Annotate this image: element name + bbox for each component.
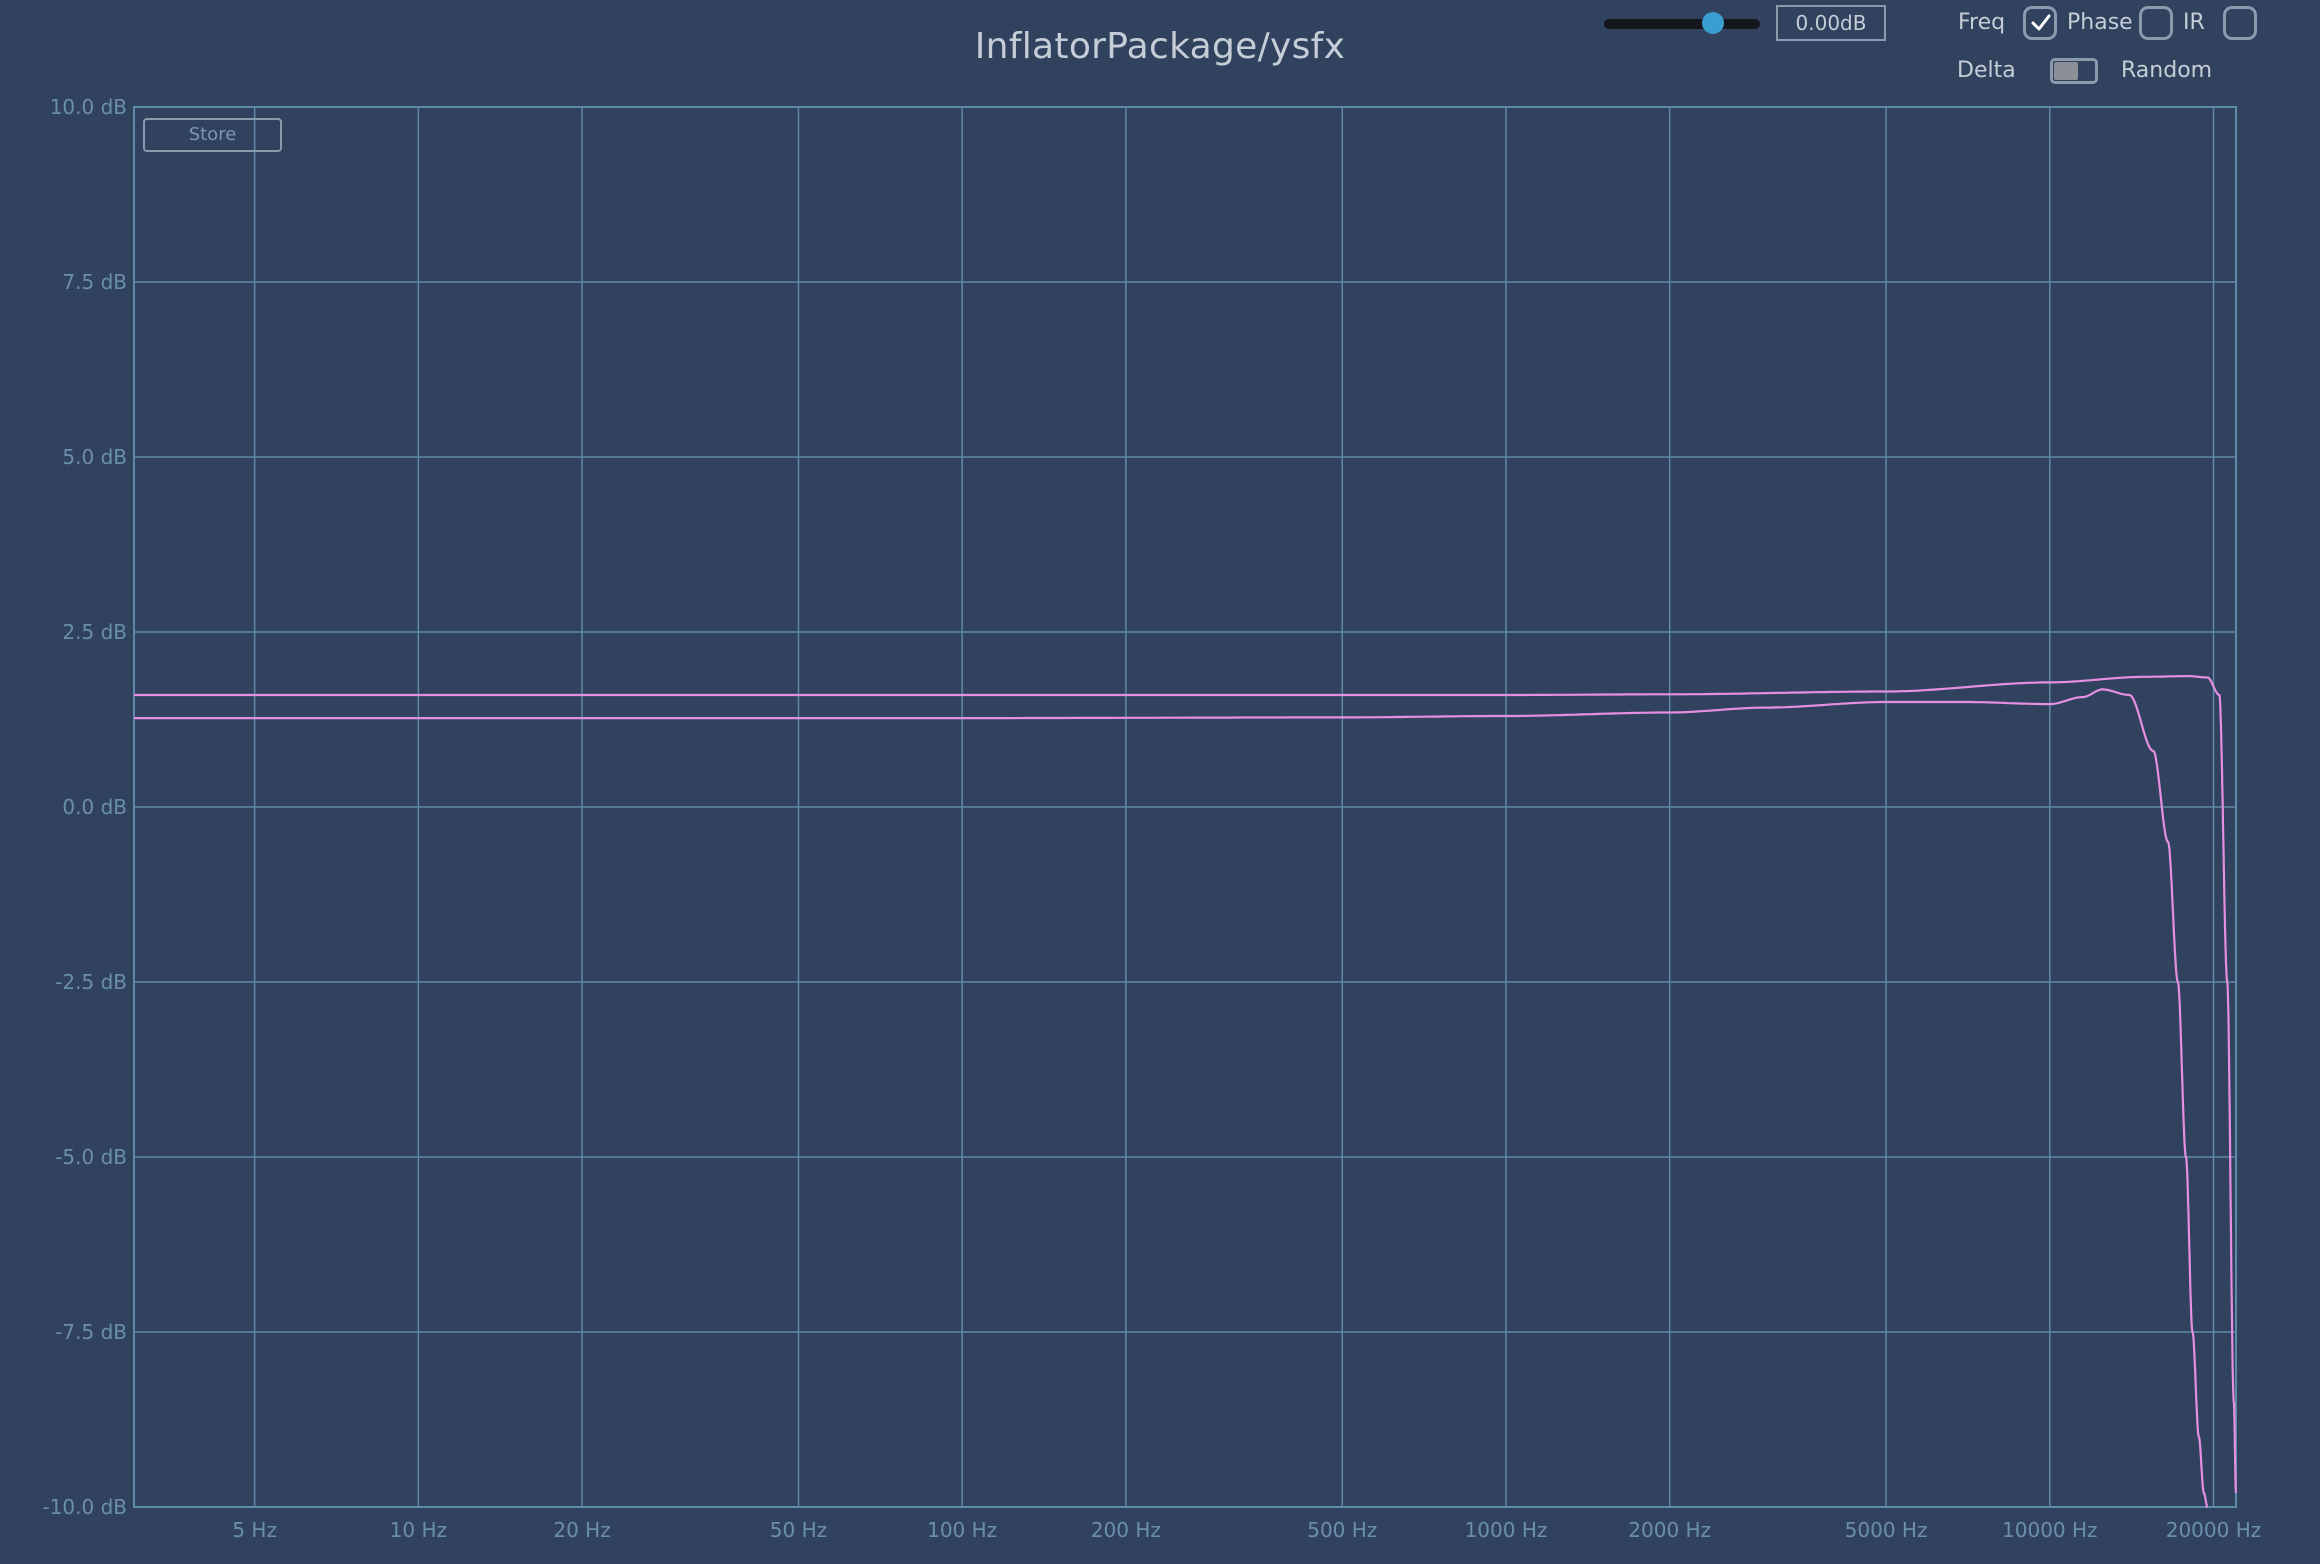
y-tick-label: 5.0 dB (62, 445, 127, 469)
x-tick-label: 20000 Hz (2166, 1518, 2262, 1542)
y-tick-label: 2.5 dB (62, 620, 127, 644)
y-tick-label: -2.5 dB (55, 970, 127, 994)
delta-label: Delta (1957, 58, 2016, 83)
x-tick-label: 100 Hz (927, 1518, 997, 1542)
x-tick-label: 5000 Hz (1845, 1518, 1928, 1542)
x-tick-label: 5 Hz (232, 1518, 277, 1542)
plugin-title: InflatorPackage/ysfx (974, 26, 1346, 67)
x-tick-label: 200 Hz (1091, 1518, 1161, 1542)
x-tick-label: 10000 Hz (2002, 1518, 2098, 1542)
x-tick-label: 500 Hz (1307, 1518, 1377, 1542)
phase-label: Phase (2067, 10, 2133, 35)
response-curves (134, 675, 2238, 1509)
phase-checkbox[interactable] (2139, 6, 2173, 40)
response-curve-2 (134, 688, 2209, 1509)
response-curve-1 (134, 675, 2238, 1494)
x-tick-label: 10 Hz (390, 1518, 447, 1542)
x-tick-label: 1000 Hz (1465, 1518, 1548, 1542)
y-tick-label: 7.5 dB (62, 270, 127, 294)
plot-grid (133, 106, 2237, 1508)
check-icon (2031, 14, 2051, 31)
gain-value-field[interactable]: 0.00dB (1776, 5, 1886, 41)
y-tick-label: -10.0 dB (42, 1495, 127, 1519)
axis-labels: 10.0 dB 7.5 dB 5.0 dB 2.5 dB 0.0 dB -2.5 dB -5… (42, 95, 2261, 1542)
delta-random-toggle[interactable] (2050, 58, 2098, 84)
random-label: Random (2121, 58, 2213, 83)
toggle-knob (2054, 62, 2078, 80)
y-tick-label: -7.5 dB (55, 1320, 127, 1344)
ir-checkbox[interactable] (2223, 6, 2257, 40)
y-tick-label: 10.0 dB (50, 95, 127, 119)
store-button[interactable]: Store (143, 118, 282, 152)
freq-label: Freq (1958, 10, 2006, 35)
x-tick-label: 20 Hz (553, 1518, 610, 1542)
x-tick-label: 50 Hz (770, 1518, 827, 1542)
ir-label: IR (2183, 10, 2205, 35)
x-tick-label: 2000 Hz (1628, 1518, 1711, 1542)
y-tick-label: -5.0 dB (55, 1145, 127, 1169)
gain-slider[interactable] (1604, 19, 1760, 29)
freq-checkbox[interactable] (2023, 6, 2057, 40)
y-tick-label: 0.0 dB (62, 795, 127, 819)
gain-slider-thumb[interactable] (1702, 12, 1725, 34)
